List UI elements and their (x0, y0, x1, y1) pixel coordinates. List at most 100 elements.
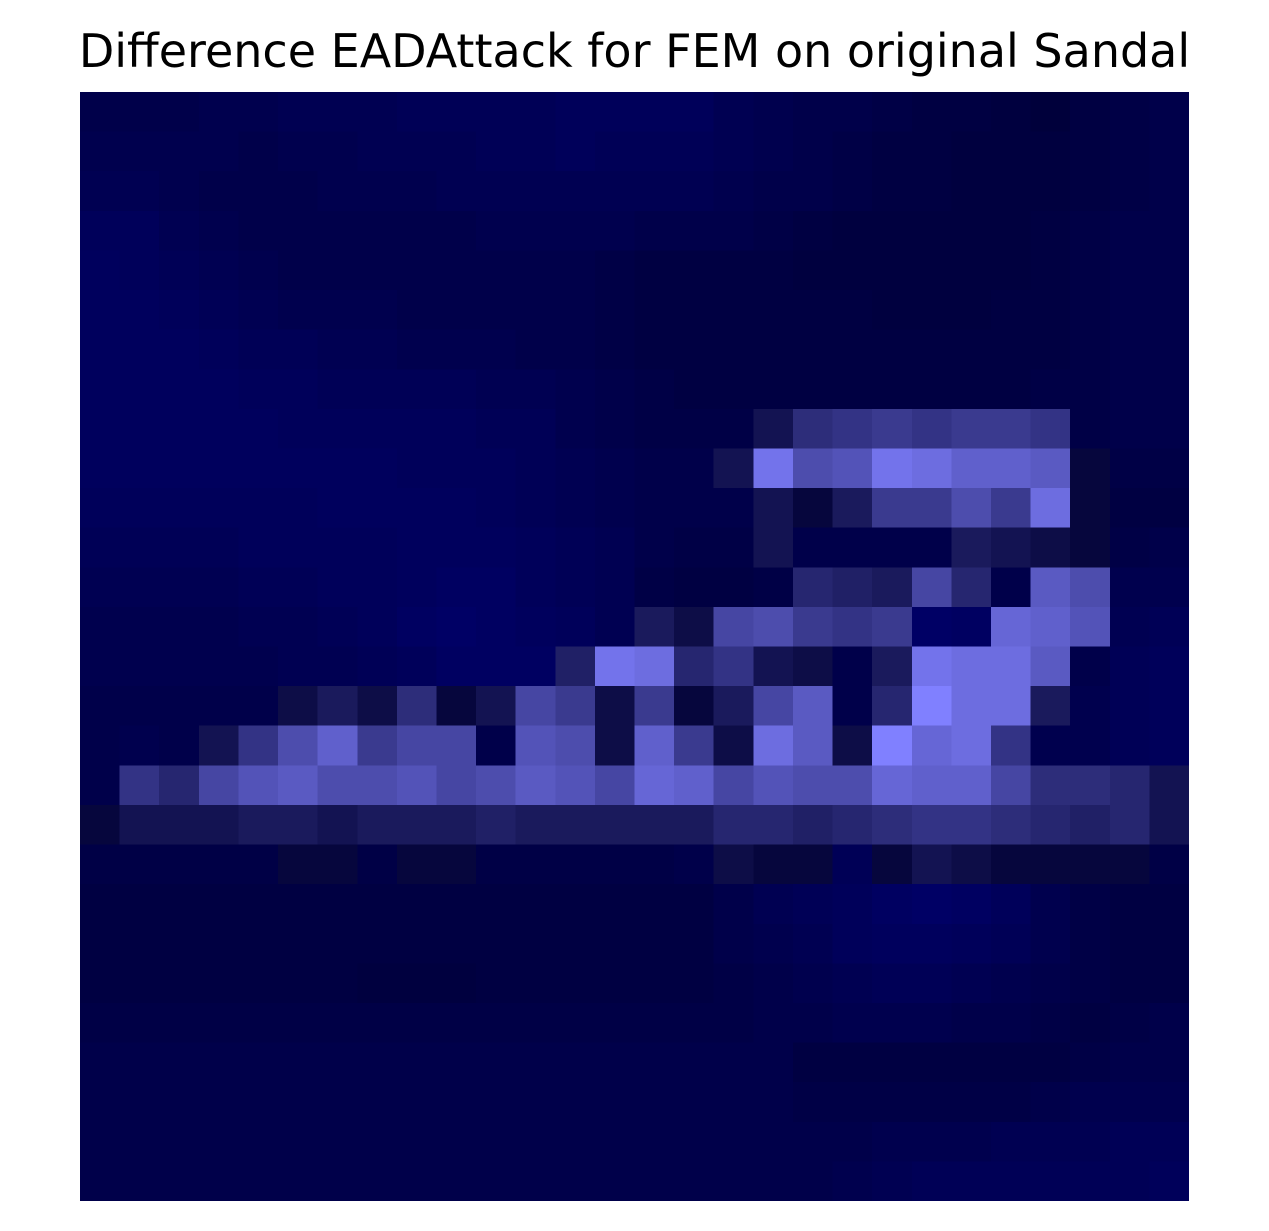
heatmap-cell-r19-c8 (397, 845, 437, 885)
heatmap-cell-r4-c24 (1031, 250, 1071, 290)
heatmap-cell-r4-c6 (318, 250, 358, 290)
heatmap-cell-r26-c14 (635, 1122, 675, 1162)
heatmap-cell-r6-c21 (912, 330, 952, 370)
heatmap-cell-r11-c1 (120, 528, 160, 568)
heatmap-cell-r25-c10 (476, 1082, 516, 1122)
heatmap-cell-r14-c13 (595, 647, 635, 687)
heatmap-cell-r2-c0 (80, 171, 120, 211)
heatmap-cell-r18-c20 (872, 805, 912, 845)
heatmap-cell-r20-c6 (318, 884, 358, 924)
heatmap-cell-r14-c8 (397, 647, 437, 687)
heatmap-cell-r26-c16 (714, 1122, 754, 1162)
heatmap-cell-r5-c21 (912, 290, 952, 330)
heatmap-cell-r18-c9 (436, 805, 476, 845)
heatmap-cell-r27-c16 (714, 1161, 754, 1201)
heatmap-cell-r12-c0 (80, 567, 120, 607)
heatmap-cell-r27-c26 (1110, 1161, 1150, 1201)
heatmap-cell-r2-c11 (516, 171, 556, 211)
heatmap-cell-r26-c15 (674, 1122, 714, 1162)
heatmap-cell-r12-c24 (1031, 567, 1071, 607)
heatmap-cell-r25-c26 (1110, 1082, 1150, 1122)
heatmap-cell-r23-c17 (753, 1003, 793, 1043)
heatmap-cell-r21-c4 (238, 924, 278, 964)
heatmap-cell-r10-c25 (1070, 488, 1110, 528)
heatmap-cell-r10-c16 (714, 488, 754, 528)
heatmap-cell-r10-c3 (199, 488, 239, 528)
heatmap-cell-r3-c11 (516, 211, 556, 251)
heatmap-cell-r14-c19 (833, 647, 873, 687)
heatmap-cell-r12-c10 (476, 567, 516, 607)
heatmap-cell-r25-c20 (872, 1082, 912, 1122)
heatmap-cell-r14-c5 (278, 647, 318, 687)
heatmap-cell-r13-c22 (951, 607, 991, 647)
heatmap-cell-r26-c25 (1070, 1122, 1110, 1162)
heatmap-cell-r22-c1 (120, 963, 160, 1003)
heatmap-cell-r6-c12 (555, 330, 595, 370)
heatmap-cell-r26-c24 (1031, 1122, 1071, 1162)
heatmap-cell-r10-c6 (318, 488, 358, 528)
heatmap-cell-r11-c26 (1110, 528, 1150, 568)
heatmap-cell-r22-c3 (199, 963, 239, 1003)
heatmap-cell-r8-c7 (357, 409, 397, 449)
heatmap-cell-r9-c22 (951, 448, 991, 488)
heatmap-cell-r8-c15 (674, 409, 714, 449)
heatmap-cell-r5-c14 (635, 290, 675, 330)
heatmap-cell-r25-c9 (436, 1082, 476, 1122)
heatmap-cell-r18-c18 (793, 805, 833, 845)
heatmap-cell-r22-c8 (397, 963, 437, 1003)
heatmap-cell-r22-c27 (1149, 963, 1189, 1003)
heatmap-cell-r14-c20 (872, 647, 912, 687)
heatmap-cell-r6-c17 (753, 330, 793, 370)
heatmap-cell-r5-c8 (397, 290, 437, 330)
heatmap-cell-r27-c6 (318, 1161, 358, 1201)
heatmap-cell-r10-c13 (595, 488, 635, 528)
heatmap-cell-r17-c18 (793, 765, 833, 805)
heatmap-cell-r11-c8 (397, 528, 437, 568)
heatmap-cell-r0-c27 (1149, 92, 1189, 132)
heatmap-cell-r23-c8 (397, 1003, 437, 1043)
heatmap-cell-r18-c15 (674, 805, 714, 845)
heatmap-cell-r4-c17 (753, 250, 793, 290)
heatmap-cell-r27-c7 (357, 1161, 397, 1201)
heatmap-cell-r0-c12 (555, 92, 595, 132)
heatmap-cell-r14-c17 (753, 647, 793, 687)
heatmap-cell-r2-c13 (595, 171, 635, 211)
heatmap-cell-r13-c4 (238, 607, 278, 647)
heatmap-cell-r24-c22 (951, 1043, 991, 1083)
heatmap-cell-r26-c12 (555, 1122, 595, 1162)
heatmap-cell-r3-c17 (753, 211, 793, 251)
heatmap-cell-r20-c1 (120, 884, 160, 924)
heatmap-cell-r21-c9 (436, 924, 476, 964)
heatmap-cell-r2-c9 (436, 171, 476, 211)
heatmap-cell-r23-c12 (555, 1003, 595, 1043)
heatmap-cell-r1-c18 (793, 132, 833, 172)
heatmap-cell-r9-c0 (80, 448, 120, 488)
heatmap-cell-r15-c21 (912, 686, 952, 726)
heatmap-cell-r11-c24 (1031, 528, 1071, 568)
heatmap-cell-r22-c20 (872, 963, 912, 1003)
heatmap-cell-r22-c13 (595, 963, 635, 1003)
heatmap-cell-r26-c10 (476, 1122, 516, 1162)
heatmap-cell-r25-c19 (833, 1082, 873, 1122)
heatmap-cell-r27-c17 (753, 1161, 793, 1201)
heatmap-cell-r8-c1 (120, 409, 160, 449)
heatmap-cell-r23-c19 (833, 1003, 873, 1043)
heatmap-cell-r22-c6 (318, 963, 358, 1003)
heatmap-cell-r6-c2 (159, 330, 199, 370)
heatmap-cell-r3-c2 (159, 211, 199, 251)
heatmap-cell-r0-c23 (991, 92, 1031, 132)
heatmap-cell-r7-c2 (159, 369, 199, 409)
heatmap-cell-r14-c12 (555, 647, 595, 687)
heatmap-cell-r21-c2 (159, 924, 199, 964)
heatmap-cell-r13-c7 (357, 607, 397, 647)
heatmap-cell-r11-c18 (793, 528, 833, 568)
heatmap-cell-r2-c15 (674, 171, 714, 211)
heatmap-cell-r23-c26 (1110, 1003, 1150, 1043)
heatmap-cell-r3-c10 (476, 211, 516, 251)
heatmap-cell-r16-c4 (238, 726, 278, 766)
heatmap-cell-r4-c16 (714, 250, 754, 290)
heatmap-cell-r17-c22 (951, 765, 991, 805)
heatmap-cell-r17-c13 (595, 765, 635, 805)
heatmap-cell-r4-c13 (595, 250, 635, 290)
heatmap-cell-r10-c0 (80, 488, 120, 528)
